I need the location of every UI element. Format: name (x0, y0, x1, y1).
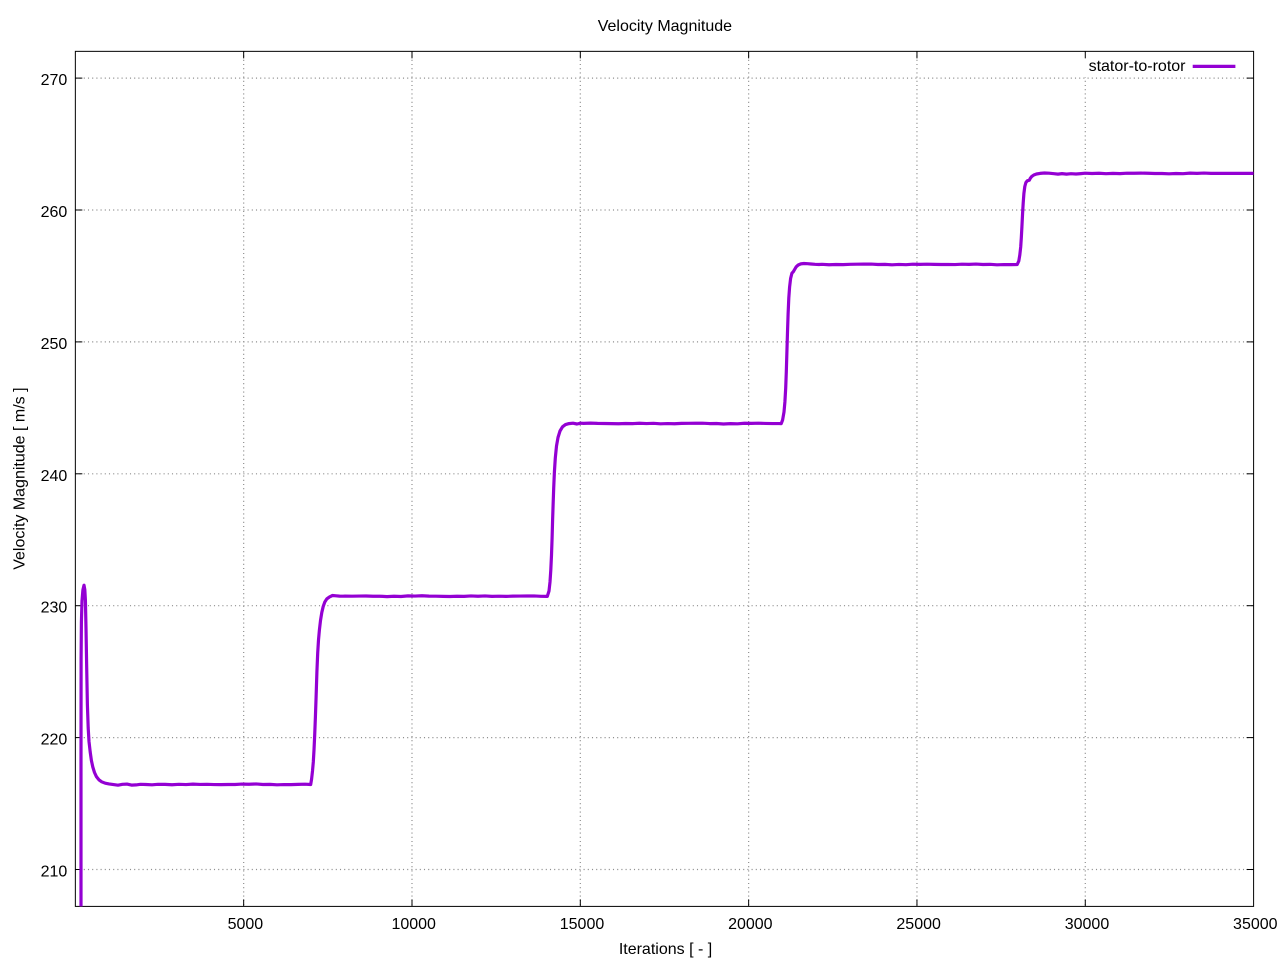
svg-text:25000: 25000 (896, 916, 941, 933)
svg-text:220: 220 (41, 732, 68, 749)
svg-text:Iterations [ - ]: Iterations [ - ] (619, 941, 712, 958)
svg-text:270: 270 (41, 72, 68, 89)
svg-text:Velocity Magnitude: Velocity Magnitude (598, 18, 732, 35)
svg-text:260: 260 (41, 204, 68, 221)
svg-text:250: 250 (41, 336, 68, 353)
svg-text:240: 240 (41, 468, 68, 485)
svg-text:20000: 20000 (728, 916, 773, 933)
svg-text:Velocity Magnitude [ m/s ]: Velocity Magnitude [ m/s ] (11, 387, 28, 569)
svg-text:5000: 5000 (228, 916, 264, 933)
svg-text:230: 230 (41, 600, 68, 617)
svg-text:stator-to-rotor: stator-to-rotor (1089, 58, 1187, 75)
svg-text:10000: 10000 (391, 916, 436, 933)
svg-text:15000: 15000 (560, 916, 605, 933)
svg-text:210: 210 (41, 864, 68, 881)
svg-text:35000: 35000 (1233, 916, 1278, 933)
svg-text:30000: 30000 (1065, 916, 1110, 933)
